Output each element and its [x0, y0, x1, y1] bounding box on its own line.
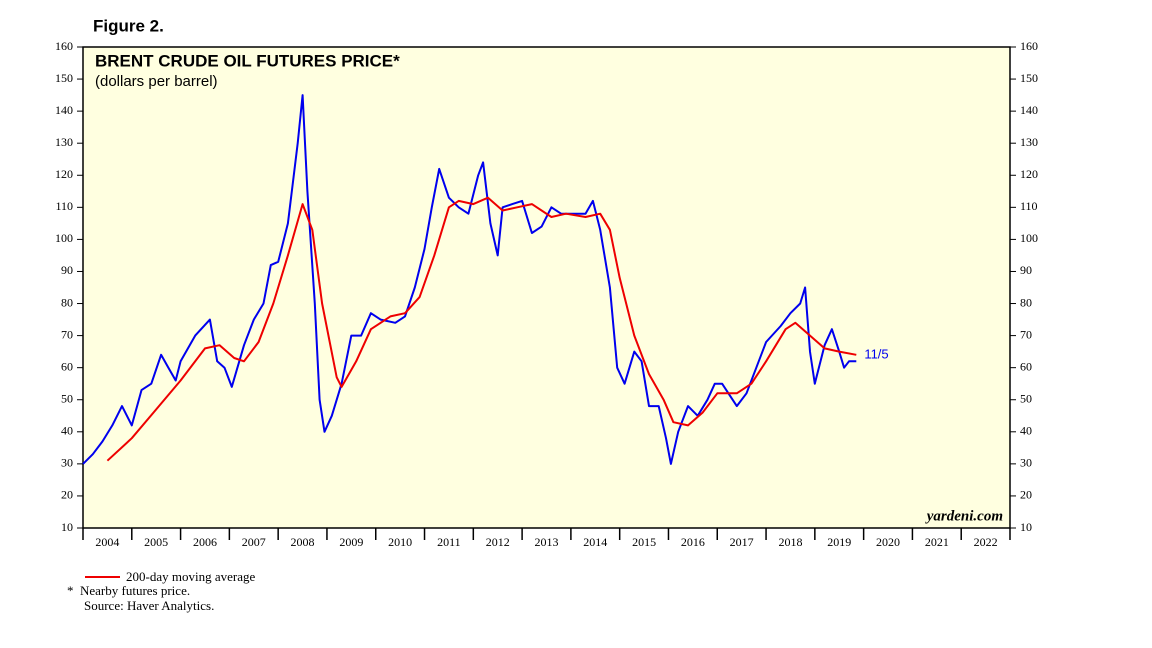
y2-tick-label: 140	[1020, 103, 1038, 117]
y-tick-label: 100	[55, 231, 73, 245]
y-tick-label: 80	[61, 295, 73, 309]
x-tick-label: 2019	[827, 535, 851, 549]
footnote: * Nearby futures price.	[67, 583, 190, 598]
x-tick-label: 2022	[974, 535, 998, 549]
y2-tick-label: 10	[1020, 520, 1032, 534]
x-tick-label: 2004	[95, 535, 119, 549]
y-tick-label: 120	[55, 167, 73, 181]
x-tick-label: 2010	[388, 535, 412, 549]
x-tick-label: 2007	[242, 535, 266, 549]
y2-tick-label: 40	[1020, 424, 1032, 438]
source-note: Source: Haver Analytics.	[84, 598, 214, 613]
x-tick-label: 2012	[486, 535, 510, 549]
x-tick-label: 2017	[730, 535, 754, 549]
y-tick-label: 110	[55, 199, 73, 213]
legend-label: 200-day moving average	[126, 569, 255, 584]
y2-tick-label: 80	[1020, 295, 1032, 309]
x-tick-label: 2009	[339, 535, 363, 549]
y2-tick-label: 20	[1020, 488, 1032, 502]
y-tick-label: 40	[61, 424, 73, 438]
plot-area	[82, 46, 1011, 529]
y2-tick-label: 90	[1020, 263, 1032, 277]
y-tick-label: 20	[61, 488, 73, 502]
y2-tick-label: 110	[1020, 199, 1038, 213]
x-tick-label: 2018	[778, 535, 802, 549]
x-tick-label: 2006	[193, 535, 217, 549]
series-line	[106, 196, 857, 462]
y-tick-label: 130	[55, 135, 73, 149]
y2-tick-label: 70	[1020, 327, 1032, 341]
figure-label: Figure 2.	[93, 16, 164, 35]
y2-tick-label: 30	[1020, 456, 1032, 470]
x-tick-label: 2016	[681, 535, 705, 549]
y2-tick-label: 130	[1020, 135, 1038, 149]
annotation: 11/5	[864, 347, 888, 362]
y2-tick-label: 100	[1020, 231, 1038, 245]
chart-subtitle: (dollars per barrel)	[95, 73, 218, 90]
x-tick-label: 2015	[632, 535, 656, 549]
x-tick-label: 2011	[437, 535, 461, 549]
y-tick-label: 90	[61, 263, 73, 277]
x-tick-label: 2005	[144, 535, 168, 549]
watermark: yardeni.com	[925, 508, 1003, 524]
y-tick-label: 50	[61, 391, 73, 405]
x-tick-label: 2021	[925, 535, 949, 549]
y-tick-label: 30	[61, 456, 73, 470]
y-tick-label: 60	[61, 359, 73, 373]
x-tick-label: 2013	[535, 535, 559, 549]
x-tick-label: 2008	[291, 535, 315, 549]
y-tick-label: 70	[61, 327, 73, 341]
y2-tick-label: 50	[1020, 391, 1032, 405]
y-tick-label: 10	[61, 520, 73, 534]
chart-title: BRENT CRUDE OIL FUTURES PRICE*	[95, 51, 400, 70]
y2-tick-label: 120	[1020, 167, 1038, 181]
x-tick-label: 2020	[876, 535, 900, 549]
x-tick-label: 2014	[583, 535, 607, 549]
y-tick-label: 160	[55, 39, 73, 53]
y2-tick-label: 160	[1020, 39, 1038, 53]
y-tick-label: 150	[55, 71, 73, 85]
y2-tick-label: 60	[1020, 359, 1032, 373]
series-line	[82, 94, 857, 465]
y-tick-label: 140	[55, 103, 73, 117]
y2-tick-label: 150	[1020, 71, 1038, 85]
